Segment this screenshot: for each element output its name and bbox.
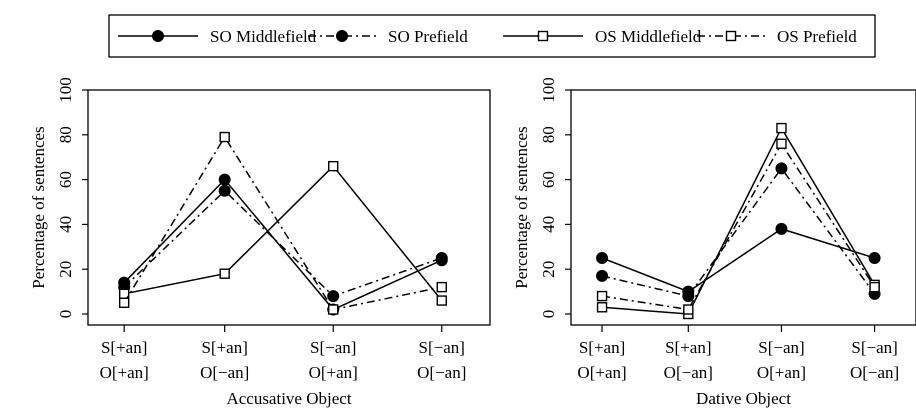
y-tick-label: 40 bbox=[539, 216, 558, 233]
x-tick-label: S[−an] bbox=[758, 338, 804, 357]
data-point-so-middlefield bbox=[868, 252, 881, 264]
x-tick-label: S[−an] bbox=[851, 338, 897, 357]
y-tick-label: 80 bbox=[539, 126, 558, 143]
x-axis-title: Dative Object bbox=[696, 389, 791, 408]
series-line-so-prefield bbox=[123, 189, 443, 297]
legend-box bbox=[108, 14, 876, 58]
data-point-so-prefield bbox=[435, 252, 448, 264]
data-point-so-middlefield bbox=[218, 173, 231, 186]
x-tick-label: S[+an] bbox=[665, 338, 711, 357]
data-point-so-middlefield bbox=[775, 222, 788, 235]
data-point-os-prefield bbox=[683, 304, 694, 315]
x-tick-label: O[−an] bbox=[417, 363, 466, 382]
x-tick-label: O[+an] bbox=[577, 363, 626, 382]
series-line-so-middlefield bbox=[123, 178, 443, 311]
y-axis-title: Percentage of sentences bbox=[512, 126, 531, 288]
y-tick-label: 40 bbox=[56, 216, 75, 233]
x-tick-label: O[+an] bbox=[100, 363, 149, 382]
series-line-os-middlefield bbox=[601, 126, 876, 315]
x-tick-label: O[+an] bbox=[309, 363, 358, 382]
y-tick-label: 100 bbox=[539, 77, 558, 103]
data-point-os-middlefield bbox=[436, 295, 447, 306]
x-tick-label: S[+an] bbox=[101, 338, 147, 357]
series-line-os-prefield bbox=[601, 142, 876, 311]
y-tick-label: 20 bbox=[56, 261, 75, 278]
legend-marker-os-prefield bbox=[725, 30, 737, 42]
legend-label-so-middlefield: SO Middlefield bbox=[210, 27, 317, 46]
series-line-os-prefield bbox=[123, 135, 442, 311]
data-point-os-prefield bbox=[596, 290, 608, 302]
legend-label-os-prefield: OS Prefield bbox=[777, 27, 857, 46]
data-point-so-prefield bbox=[327, 290, 340, 303]
y-tick-label: 100 bbox=[56, 77, 75, 103]
x-tick-label: S[+an] bbox=[579, 338, 625, 357]
legend-label-os-middlefield: OS Middlefield bbox=[595, 27, 702, 46]
series-line-so-middlefield bbox=[601, 228, 875, 293]
data-point-so-prefield bbox=[775, 162, 788, 175]
y-tick-label: 20 bbox=[539, 261, 558, 278]
data-point-os-prefield bbox=[869, 281, 880, 293]
data-point-os-middlefield bbox=[776, 122, 787, 134]
x-axis-title: Accusative Object bbox=[226, 389, 351, 408]
data-point-so-prefield bbox=[218, 184, 231, 197]
data-point-os-prefield bbox=[436, 281, 447, 293]
data-point-os-middlefield bbox=[596, 302, 608, 313]
legend: SO Middlefield SO Prefield OS Middlefield O… bbox=[108, 14, 876, 58]
data-point-so-middlefield bbox=[596, 252, 609, 264]
y-tick-label: 0 bbox=[539, 310, 558, 319]
y-tick-label: 60 bbox=[56, 171, 75, 188]
x-tick-label: O[−an] bbox=[850, 363, 899, 382]
legend-marker-so-prefield bbox=[336, 30, 348, 42]
data-point-os-prefield bbox=[219, 131, 230, 143]
data-point-os-prefield bbox=[776, 138, 787, 149]
series-line-os-middlefield bbox=[124, 165, 443, 302]
x-tick-label: S[−an] bbox=[419, 338, 465, 357]
y-tick-label: 80 bbox=[56, 126, 75, 143]
panel-accusative: 0 20 40 60 80 100 S[+an] O[+an] S[+an] O[−an] S[−a… bbox=[29, 77, 491, 408]
x-tick-label: O[−an] bbox=[200, 363, 249, 382]
data-point-os-middlefield bbox=[219, 268, 230, 279]
data-point-os-prefield bbox=[118, 297, 130, 308]
legend-label-so-prefield: SO Prefield bbox=[388, 27, 468, 46]
legend-marker-os-middlefield bbox=[537, 30, 549, 42]
x-tick-label: S[+an] bbox=[201, 338, 247, 357]
data-point-os-prefield bbox=[328, 304, 339, 315]
y-tick-label: 60 bbox=[539, 171, 558, 188]
data-point-so-prefield bbox=[596, 269, 609, 282]
data-point-so-prefield bbox=[682, 290, 695, 303]
y-tick-label: 0 bbox=[56, 310, 75, 319]
x-tick-label: O[+an] bbox=[757, 363, 806, 382]
legend-marker-so-middlefield bbox=[152, 30, 164, 42]
plot-frame bbox=[87, 89, 491, 326]
y-axis-title: Percentage of sentences bbox=[29, 126, 48, 288]
panel-dative: 0 20 40 60 80 100 S[+an] O[+an] S[+an] O[−an] S[−a… bbox=[512, 77, 916, 408]
data-point-os-middlefield bbox=[328, 160, 339, 172]
x-tick-label: O[−an] bbox=[664, 363, 713, 382]
plot-frame bbox=[570, 89, 916, 326]
series-line-so-prefield bbox=[601, 167, 876, 297]
x-tick-label: S[−an] bbox=[310, 338, 356, 357]
